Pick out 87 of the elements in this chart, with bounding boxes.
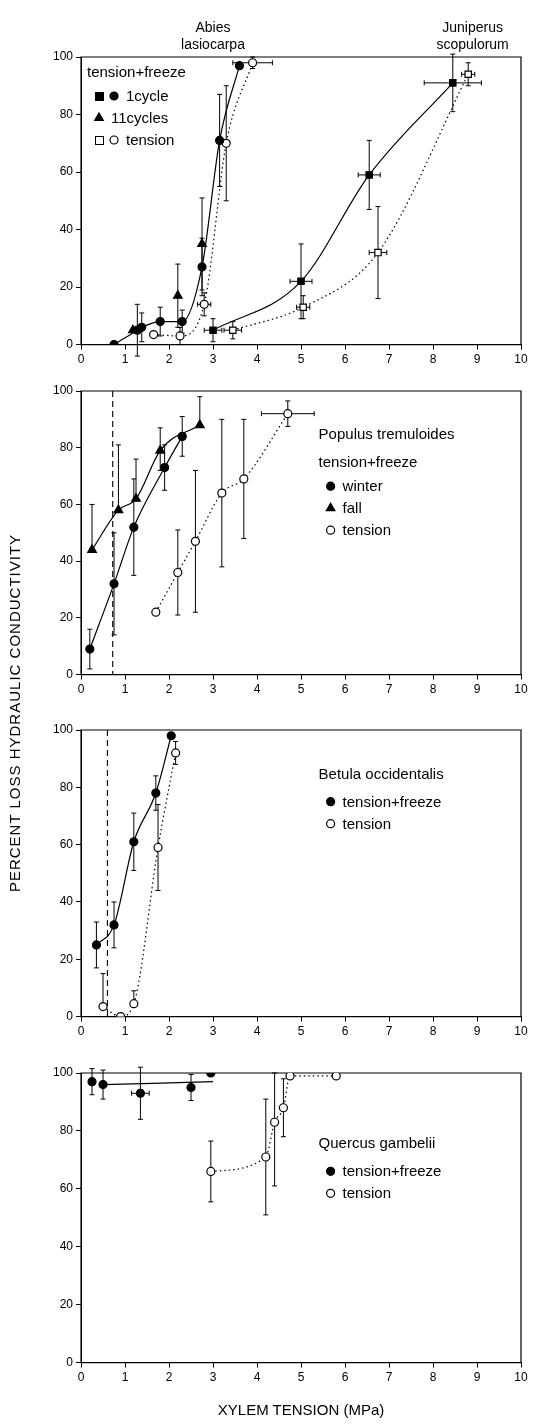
- y-tick-label: 80: [59, 106, 74, 121]
- x-tick-label: 5: [297, 1370, 305, 1385]
- legend-label: tension: [342, 814, 391, 832]
- y-tick-label: 60: [59, 1181, 74, 1196]
- legend-label: tension+freeze: [342, 1162, 442, 1180]
- y-tick-label: 80: [59, 1123, 74, 1138]
- x-tick-label: 5: [297, 682, 305, 697]
- x-tick-label: 3: [209, 352, 217, 367]
- x-tick-label: 9: [473, 352, 481, 367]
- legend-title: tension+freeze: [87, 63, 186, 80]
- x-tick-label: 4: [253, 1370, 261, 1385]
- legend-label: tension: [342, 521, 391, 539]
- legend-label: 1cycle: [126, 87, 169, 104]
- y-tick-label: 20: [59, 279, 74, 294]
- x-tick-label: 1: [121, 682, 129, 697]
- x-tick-label: 0: [77, 1024, 85, 1039]
- y-tick-label: 20: [59, 951, 74, 966]
- x-tick-label: 2: [165, 1370, 173, 1385]
- text: Populus tremuloides: [318, 425, 455, 443]
- x-tick-label: 3: [209, 1370, 217, 1385]
- x-tick-label: 10: [514, 682, 528, 697]
- y-tick-label: 0: [66, 1008, 74, 1023]
- x-tick-label: 1: [121, 352, 129, 367]
- y-tick-label: 60: [59, 164, 74, 179]
- x-tick-label: 7: [385, 682, 393, 697]
- x-tick-label: 1: [121, 1024, 129, 1039]
- x-tick-label: 2: [165, 682, 173, 697]
- text: Juniperus scopulorum: [436, 19, 509, 52]
- x-tick-label: 6: [341, 682, 349, 697]
- x-axis-title: XYLEM TENSION (MPa): [217, 1401, 385, 1419]
- y-tick-label: 80: [59, 779, 74, 794]
- x-tick-label: 8: [429, 1370, 437, 1385]
- x-tick-label: 0: [77, 682, 85, 697]
- x-tick-label: 8: [429, 682, 437, 697]
- x-tick-label: 3: [209, 682, 217, 697]
- x-tick-label: 0: [77, 1370, 85, 1385]
- legend-label: 11cycles: [111, 109, 169, 126]
- y-tick-label: 40: [59, 1239, 74, 1254]
- x-tick-label: 2: [165, 1024, 173, 1039]
- y-tick-label: 60: [59, 836, 74, 851]
- x-tick-label: 9: [473, 1024, 481, 1039]
- text: Quercus gambelii: [318, 1134, 436, 1152]
- legend-title: tension+freeze: [318, 453, 418, 471]
- y-tick-label: 100: [52, 49, 74, 64]
- y-tick-label: 20: [59, 610, 74, 625]
- x-tick-label: 8: [429, 1024, 437, 1039]
- y-axis-title: PERCENT LOSS HYDRAULIC CONDUCTIVITY: [5, 533, 23, 893]
- y-tick-label: 40: [59, 894, 74, 909]
- x-tick-label: 10: [514, 1024, 528, 1039]
- x-tick-label: 5: [297, 1024, 305, 1039]
- x-tick-label: 4: [253, 352, 261, 367]
- x-tick-label: 7: [385, 1024, 393, 1039]
- x-tick-label: 0: [77, 352, 85, 367]
- y-tick-label: 0: [66, 666, 74, 681]
- legend-label: tension: [126, 131, 175, 148]
- y-tick-label: 20: [59, 1296, 74, 1311]
- x-tick-label: 3: [209, 1024, 217, 1039]
- y-tick-label: 60: [59, 496, 74, 511]
- y-tick-label: 80: [59, 440, 74, 455]
- x-tick-label: 5: [297, 352, 305, 367]
- x-tick-label: 6: [341, 352, 349, 367]
- x-tick-label: 6: [341, 1370, 349, 1385]
- x-tick-label: 1: [121, 1370, 129, 1385]
- x-tick-label: 9: [473, 682, 481, 697]
- text: Abies lasiocarpa: [181, 19, 246, 52]
- y-tick-label: 100: [52, 1065, 74, 1080]
- y-tick-label: 40: [59, 221, 74, 236]
- legend-label: winter: [341, 477, 383, 495]
- x-tick-label: 2: [165, 352, 173, 367]
- x-tick-label: 8: [429, 352, 437, 367]
- x-tick-label: 6: [341, 1024, 349, 1039]
- x-tick-label: 10: [514, 1370, 528, 1385]
- x-tick-label: 7: [385, 1370, 393, 1385]
- y-tick-label: 0: [66, 1354, 74, 1369]
- y-tick-label: 40: [59, 553, 74, 568]
- x-tick-label: 10: [514, 352, 528, 367]
- legend-label: tension+freeze: [342, 792, 442, 810]
- x-tick-label: 9: [473, 1370, 481, 1385]
- x-tick-label: 7: [385, 352, 393, 367]
- y-tick-label: 100: [52, 722, 74, 737]
- x-tick-label: 4: [253, 1024, 261, 1039]
- y-tick-label: 100: [52, 383, 74, 398]
- legend-label: fall: [342, 499, 362, 517]
- x-tick-label: 4: [253, 682, 261, 697]
- y-tick-label: 0: [66, 336, 74, 351]
- text: Betula occidentalis: [318, 764, 444, 782]
- legend-label: tension: [342, 1184, 391, 1202]
